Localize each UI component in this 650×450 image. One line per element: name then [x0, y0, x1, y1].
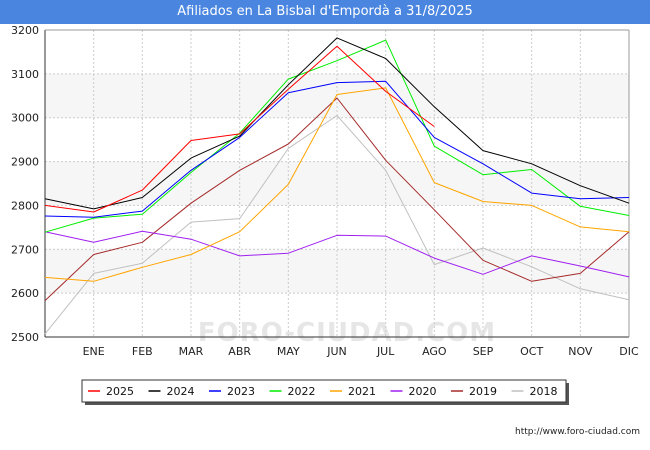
chart-title-bar: Afiliados en La Bisbal d'Empordà a 31/8/… [0, 0, 650, 24]
chart-title: Afiliados en La Bisbal d'Empordà a 31/8/… [177, 4, 473, 19]
series-line-2020 [44, 230, 630, 278]
series-line-2022 [44, 39, 630, 233]
series-line-2023 [44, 80, 630, 218]
legend-label-2018: 2018 [530, 385, 558, 398]
x-tick-label: ABR [228, 345, 251, 358]
source-credit: http://www.foro-ciudad.com [515, 427, 640, 437]
series-line-2019 [44, 97, 630, 301]
x-tick-label: FEB [132, 345, 153, 358]
legend-label-2021: 2021 [348, 385, 376, 398]
y-tick-label: 3000 [11, 112, 39, 125]
x-tick-label: OCT [520, 345, 543, 358]
legend-label-2019: 2019 [469, 385, 497, 398]
x-tick-label: JUL [376, 345, 395, 358]
series-line-2024 [44, 37, 630, 210]
legend-label-2023: 2023 [227, 385, 255, 398]
legend-label-2024: 2024 [167, 385, 195, 398]
x-tick-label: MAY [277, 345, 300, 358]
y-tick-label: 2900 [11, 156, 39, 169]
y-tick-label: 2600 [11, 287, 39, 300]
series-line-2025 [44, 45, 435, 213]
legend-label-2025: 2025 [106, 385, 134, 398]
legend-label-2022: 2022 [288, 385, 316, 398]
series-line-2018 [44, 115, 630, 335]
x-tick-label: NOV [568, 345, 593, 358]
x-tick-label: MAR [179, 345, 204, 358]
y-tick-label: 2800 [11, 199, 39, 212]
legend-box [81, 379, 567, 403]
series-line-2021 [44, 87, 630, 282]
y-tick-label: 2700 [11, 243, 39, 256]
y-tick-label: 3200 [11, 24, 39, 37]
y-tick-label: 3100 [11, 68, 39, 81]
y-tick-label: 2500 [11, 331, 39, 344]
watermark: FORO-CIUDAD.COM [198, 318, 496, 348]
x-tick-label: ENE [83, 345, 105, 358]
x-tick-label: SEP [473, 345, 494, 358]
x-tick-label: AGO [422, 345, 447, 358]
x-tick-label: DIC [619, 345, 639, 358]
legend-label-2020: 2020 [409, 385, 437, 398]
x-tick-label: JUN [326, 345, 347, 358]
